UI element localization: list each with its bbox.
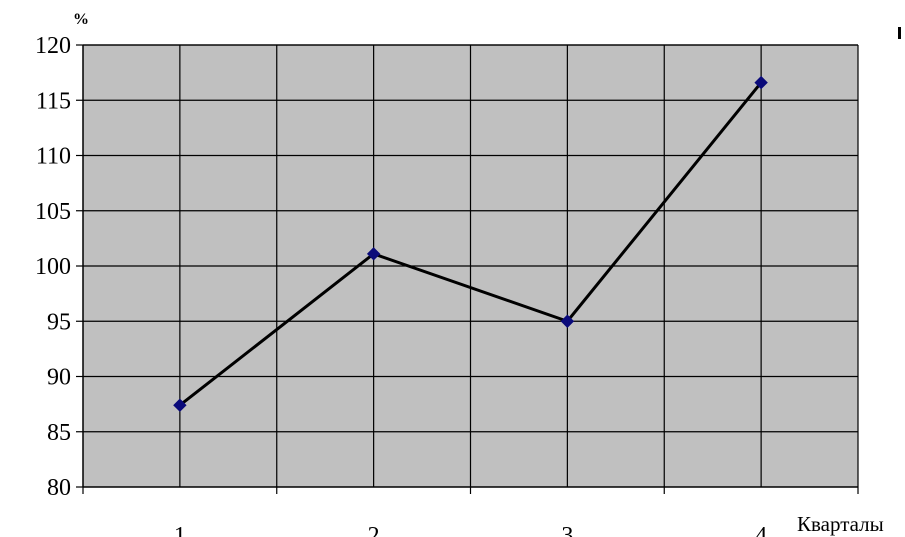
data-point-marker: [366, 247, 381, 261]
data-point-marker: [173, 398, 187, 412]
x-tick-label: 4: [755, 523, 767, 537]
y-tick-label: 80: [47, 475, 71, 501]
x-tick-label: 1: [174, 523, 186, 537]
y-tick-label: 115: [36, 88, 71, 114]
y-axis-label: %: [73, 11, 89, 28]
edge-mark: [898, 27, 901, 39]
y-tick-label: 90: [47, 365, 71, 391]
y-tick-label: 110: [36, 144, 71, 170]
y-tick-label: 105: [35, 199, 71, 225]
data-point-marker: [560, 314, 575, 328]
axes: [76, 44, 859, 494]
y-tick-label: 95: [47, 309, 71, 335]
y-tick-label: 85: [47, 420, 71, 446]
data-point-marker: [754, 75, 768, 90]
y-tick-label: 120: [35, 33, 71, 59]
tick-labels: 80 85 90 95 100 105 110 115 120 1 2 3 4: [35, 33, 767, 537]
x-tick-label: 2: [368, 523, 380, 537]
data-series: [173, 75, 768, 412]
x-tick-label: 3: [561, 523, 573, 537]
series-line: [178, 81, 763, 407]
x-axis-label: Кварталы: [797, 512, 884, 536]
y-tick-label: 100: [35, 254, 71, 280]
